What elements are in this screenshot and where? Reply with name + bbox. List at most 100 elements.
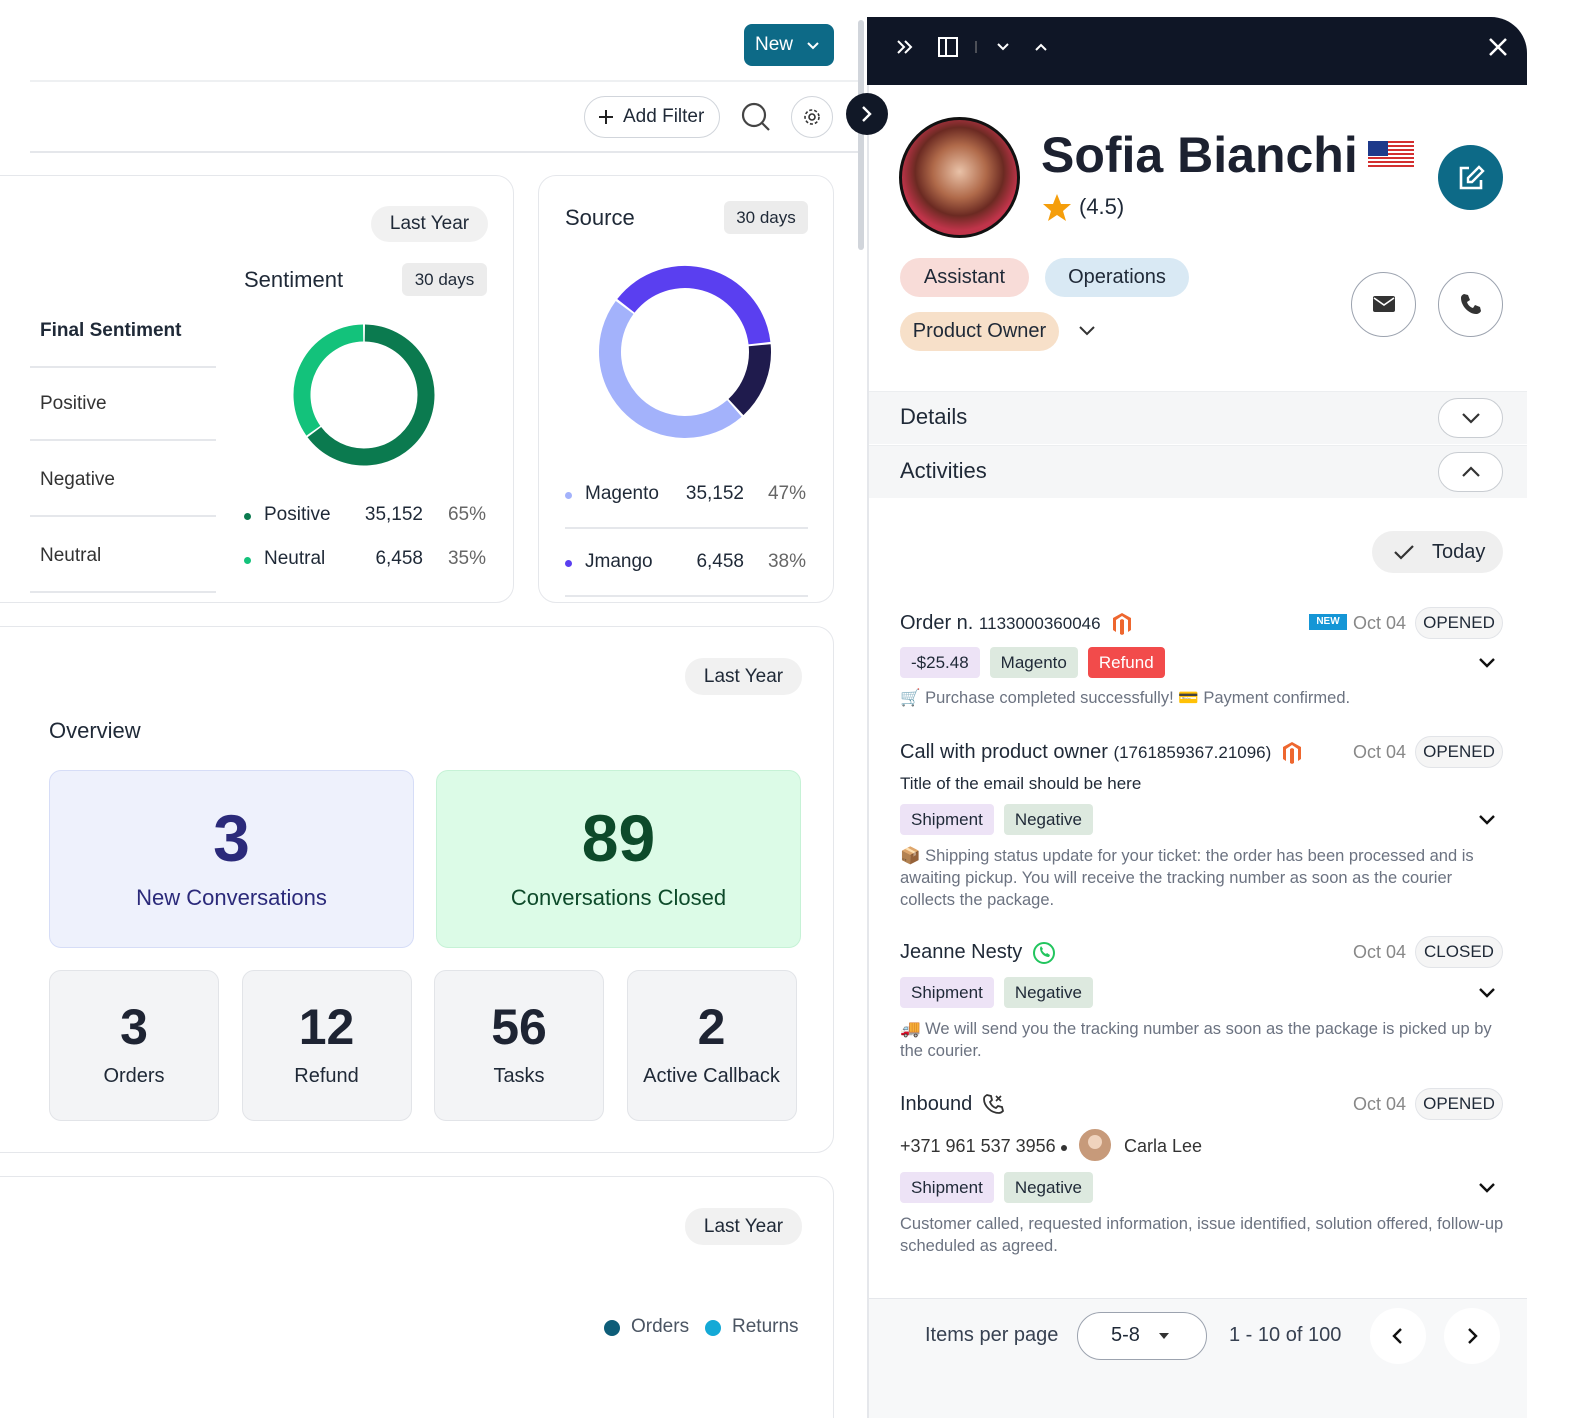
filter-divider [30,439,216,441]
status-badge: OPENED [1415,1088,1503,1120]
tag-chip: Negative [1003,977,1093,1008]
tag-chip: -$25.48 [900,647,980,678]
activity-title[interactable]: Inbound [900,1093,973,1115]
stat-label: Refund [294,1065,359,1087]
legend-label: Returns [732,1316,799,1337]
donut-segment [728,344,771,416]
highlight-value: 89 [581,801,656,875]
activity-title[interactable]: Order n. [900,612,974,634]
new-button-label[interactable]: New [755,34,794,55]
filter-option[interactable]: Neutral [40,545,102,566]
tag-chip: Refund [1087,647,1165,678]
activity-ref: (1761859367.21096) [1113,743,1272,762]
tag-chip: Negative [1003,1172,1093,1203]
legend-divider [565,595,808,597]
legend-dot [705,1320,721,1336]
section-toggle[interactable] [1438,452,1503,492]
expand-icon[interactable] [895,37,915,57]
role-tag: Operations [1045,258,1189,297]
period-badge: Last Year [685,1208,802,1245]
legend-dot [244,513,251,520]
filter-option[interactable]: Negative [40,469,115,490]
expand-chevron[interactable] [1478,986,1496,1000]
separator-dot [1061,1145,1067,1151]
next-page-button[interactable] [1444,1308,1500,1364]
expand-chevron[interactable] [1478,656,1496,670]
stat-tile [434,970,604,1121]
stat-tile [241,970,412,1121]
section-toggle[interactable] [1438,398,1503,438]
legend-percent: 38% [767,551,806,572]
highlight-tile [436,770,801,948]
role-tag: Assistant [900,258,1029,297]
chevron-right-icon [862,106,872,122]
prev-page-button[interactable] [1370,1308,1426,1364]
scrollbar [858,20,864,250]
layout-icon[interactable] [937,36,959,58]
pagination-range: 1 - 10 of 100 [1229,1324,1341,1347]
legend-count: 35,152 [364,504,423,525]
filter-heading: Final Sentiment [40,320,182,341]
legend-percent: 65% [447,504,486,525]
date-filter[interactable]: Today [1372,531,1503,573]
email-button[interactable] [1351,272,1416,337]
legend-dot [244,557,251,564]
new-button[interactable]: New [744,24,834,66]
section-header[interactable] [869,391,1527,444]
stat-value: 12 [298,999,355,1055]
activity-title[interactable]: Jeanne Nesty [900,941,1023,963]
stat-label: Orders [103,1065,165,1087]
section-title: Activities [900,458,987,483]
edit-icon [1459,165,1485,190]
source-card [538,175,834,603]
toolbar-divider [30,80,860,82]
filter-divider [30,515,216,517]
new-badge: NEW [1309,614,1347,630]
activity-title-row: Call with product owner (1761859367.2109… [900,741,1271,764]
overview-title: Overview [49,718,141,743]
edit-button[interactable] [1438,145,1503,210]
search-icon[interactable] [740,101,772,133]
legend-count: 35,152 [685,483,744,504]
activity-title-row: Order n. 1133000360046 [900,612,1101,635]
tags-chevron[interactable] [1078,324,1096,338]
settings-button[interactable] [791,96,833,138]
activity-text: Customer called, requested information, … [900,1215,1504,1255]
chevron-up-icon [1462,466,1480,477]
activity-ref: 1133000360046 [978,614,1101,633]
phone-icon [1461,294,1481,314]
profile-name: Sofia Bianchi [1041,127,1358,183]
call-button[interactable] [1438,272,1503,337]
chevron-left-icon [1392,1328,1402,1344]
tag-chip: Shipment [900,804,994,835]
stat-label: Active Callback [643,1065,780,1087]
expand-chevron[interactable] [1478,813,1496,827]
legend-dot [565,492,572,499]
tag-chip: Shipment [900,1172,994,1203]
contact-name: Carla Lee [1124,1136,1203,1156]
donut-segment [599,300,742,438]
section-header[interactable] [869,445,1527,498]
activity-title-row: Jeanne Nesty [900,941,1022,964]
nav-icons[interactable] [970,38,1050,56]
per-page-select[interactable]: 5-8 [1077,1312,1207,1360]
collapse-button[interactable] [846,93,888,135]
legend-label: Magento [585,483,659,504]
magento-icon [1112,613,1131,635]
expand-chevron[interactable] [1478,1181,1496,1195]
filter-option[interactable]: Positive [40,393,107,414]
check-icon [1394,545,1414,560]
period-badge: Last Year [685,658,802,695]
highlight-label: New Conversations [136,885,327,910]
chart-badge: 30 days [724,201,808,234]
pagination-label: Items per page [925,1324,1059,1346]
legend-label: Jmango [585,551,653,572]
activity-title[interactable]: Call with product owner [900,741,1108,763]
add-filter-button[interactable]: Add Filter [584,96,720,138]
donut-segment [617,266,771,345]
close-icon[interactable] [1487,36,1509,58]
call-icon [983,1094,1005,1114]
add-filter-label[interactable]: Add Filter [623,106,705,127]
gear-icon [804,109,820,125]
